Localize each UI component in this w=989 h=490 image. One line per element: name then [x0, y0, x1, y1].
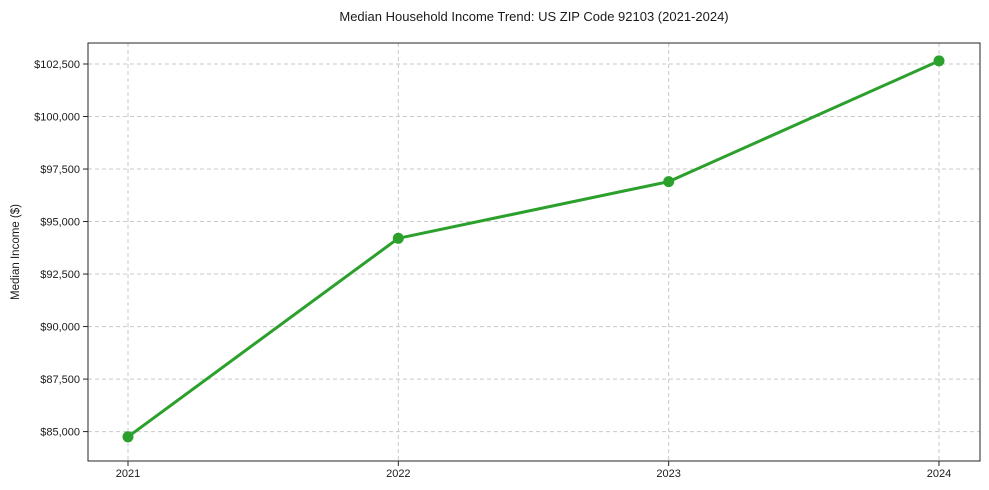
x-tick-label: 2023	[656, 468, 680, 480]
gridlines	[88, 43, 980, 461]
y-tick-label: $100,000	[34, 112, 80, 124]
chart-title: Median Household Income Trend: US ZIP Co…	[339, 9, 728, 24]
y-tick-label: $90,000	[40, 322, 80, 334]
y-tick-label: $92,500	[40, 269, 80, 281]
x-tick-label: 2021	[116, 468, 140, 480]
y-axis-label: Median Income ($)	[10, 204, 22, 300]
data-point-marker	[663, 176, 675, 188]
plot-border	[87, 42, 981, 462]
data-point-marker	[392, 232, 404, 244]
axis-tick-marks	[83, 63, 940, 466]
x-tick-label: 2024	[927, 468, 951, 480]
data-point-marker	[122, 431, 134, 443]
y-tick-label: $102,500	[34, 59, 80, 71]
income-trend-line	[126, 59, 941, 439]
x-tick-label: 2022	[386, 468, 410, 480]
y-axis-tick-labels: $85,000 $87,500 $90,000 $92,500 $95,000 $97,5…	[34, 59, 80, 439]
y-tick-label: $87,500	[40, 374, 80, 386]
data-point-markers	[122, 55, 945, 443]
y-tick-label: $95,000	[40, 217, 80, 229]
data-point-marker	[933, 55, 945, 67]
y-tick-label: $97,500	[40, 164, 80, 176]
x-axis-tick-labels: 2021 2022 2023 2024	[116, 468, 951, 480]
y-tick-label: $85,000	[40, 427, 80, 439]
